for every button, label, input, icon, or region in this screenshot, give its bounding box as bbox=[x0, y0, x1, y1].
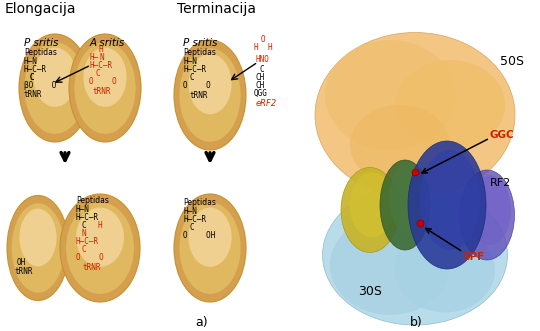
Text: 50S: 50S bbox=[500, 55, 524, 68]
Text: C: C bbox=[95, 69, 99, 78]
Text: Peptidas: Peptidas bbox=[183, 198, 216, 207]
Text: Peptidas: Peptidas bbox=[183, 48, 216, 57]
Ellipse shape bbox=[330, 215, 450, 315]
Ellipse shape bbox=[325, 40, 455, 150]
Ellipse shape bbox=[349, 172, 395, 238]
Text: H–C–R: H–C–R bbox=[76, 213, 99, 222]
Text: eRF2: eRF2 bbox=[256, 99, 277, 108]
Ellipse shape bbox=[75, 42, 136, 134]
Ellipse shape bbox=[24, 42, 86, 134]
Ellipse shape bbox=[33, 48, 77, 107]
Ellipse shape bbox=[322, 185, 508, 325]
Text: C: C bbox=[30, 73, 35, 82]
Ellipse shape bbox=[174, 194, 246, 302]
Ellipse shape bbox=[12, 203, 64, 293]
Text: tRNR: tRNR bbox=[82, 263, 100, 272]
Text: O    O: O O bbox=[76, 253, 104, 262]
Text: N: N bbox=[82, 229, 86, 238]
Text: C: C bbox=[82, 221, 86, 230]
Text: O: O bbox=[261, 35, 265, 44]
Ellipse shape bbox=[69, 34, 141, 142]
Ellipse shape bbox=[19, 209, 57, 266]
Text: H–C–R: H–C–R bbox=[89, 61, 112, 70]
Text: Elongacija: Elongacija bbox=[5, 2, 77, 16]
Ellipse shape bbox=[188, 54, 232, 114]
Text: C: C bbox=[30, 73, 35, 82]
Text: O    O: O O bbox=[183, 81, 211, 90]
Ellipse shape bbox=[408, 141, 486, 269]
Text: H–C–R: H–C–R bbox=[24, 65, 47, 74]
Text: O    OH: O OH bbox=[183, 231, 215, 240]
Text: H–N: H–N bbox=[183, 207, 197, 216]
Ellipse shape bbox=[179, 48, 241, 142]
Text: GGC: GGC bbox=[490, 130, 515, 140]
Text: tRNR: tRNR bbox=[189, 91, 207, 100]
Text: SPF: SPF bbox=[462, 252, 484, 262]
Text: A sritis: A sritis bbox=[90, 38, 125, 48]
Ellipse shape bbox=[174, 40, 246, 150]
Ellipse shape bbox=[19, 34, 91, 142]
Ellipse shape bbox=[83, 48, 126, 107]
Text: 30S: 30S bbox=[358, 285, 382, 298]
Text: P sritis: P sritis bbox=[183, 38, 218, 48]
Text: H–N: H–N bbox=[76, 205, 90, 214]
Text: HNO: HNO bbox=[256, 55, 270, 64]
Ellipse shape bbox=[420, 150, 480, 250]
Ellipse shape bbox=[395, 60, 505, 150]
Text: N: N bbox=[100, 53, 105, 62]
Text: Peptidas: Peptidas bbox=[76, 196, 109, 205]
Ellipse shape bbox=[389, 163, 427, 233]
Text: H–C–R: H–C–R bbox=[183, 65, 206, 74]
Text: H–C–R: H–C–R bbox=[183, 215, 206, 224]
Text: C: C bbox=[82, 245, 86, 254]
Text: CH: CH bbox=[256, 73, 265, 82]
Ellipse shape bbox=[315, 32, 515, 198]
Ellipse shape bbox=[341, 167, 399, 253]
Text: H–C–R: H–C–R bbox=[76, 237, 99, 246]
Ellipse shape bbox=[350, 105, 450, 185]
Text: P sritis: P sritis bbox=[24, 38, 58, 48]
Text: CH: CH bbox=[256, 81, 265, 90]
Ellipse shape bbox=[7, 196, 69, 301]
Ellipse shape bbox=[469, 175, 511, 245]
Text: C: C bbox=[189, 73, 194, 82]
Text: Peptidas: Peptidas bbox=[24, 48, 57, 57]
Text: H: H bbox=[268, 43, 272, 52]
Text: H: H bbox=[99, 45, 103, 54]
Ellipse shape bbox=[460, 170, 515, 260]
Text: H–N: H–N bbox=[24, 57, 38, 66]
Text: H: H bbox=[97, 221, 102, 230]
Text: C: C bbox=[189, 223, 194, 232]
Text: OH: OH bbox=[17, 258, 26, 267]
Text: a): a) bbox=[195, 316, 207, 329]
Text: RF2: RF2 bbox=[490, 178, 511, 188]
Ellipse shape bbox=[66, 202, 134, 294]
Text: C: C bbox=[260, 65, 264, 74]
Ellipse shape bbox=[179, 202, 241, 294]
Text: b): b) bbox=[410, 316, 423, 329]
Ellipse shape bbox=[60, 194, 140, 302]
Ellipse shape bbox=[188, 208, 232, 267]
Ellipse shape bbox=[76, 208, 124, 267]
Ellipse shape bbox=[380, 160, 430, 250]
Text: tRNR: tRNR bbox=[14, 267, 32, 276]
Text: tRNR: tRNR bbox=[23, 90, 42, 99]
Text: Terminacija: Terminacija bbox=[177, 2, 256, 16]
Text: O    O: O O bbox=[89, 77, 117, 86]
Text: H: H bbox=[254, 43, 258, 52]
Text: βO    O: βO O bbox=[24, 81, 56, 90]
Text: H–N: H–N bbox=[183, 57, 197, 66]
Text: H–: H– bbox=[89, 53, 98, 62]
Text: QGG: QGG bbox=[254, 89, 268, 98]
Ellipse shape bbox=[395, 227, 495, 312]
Text: tRNR: tRNR bbox=[92, 87, 111, 96]
